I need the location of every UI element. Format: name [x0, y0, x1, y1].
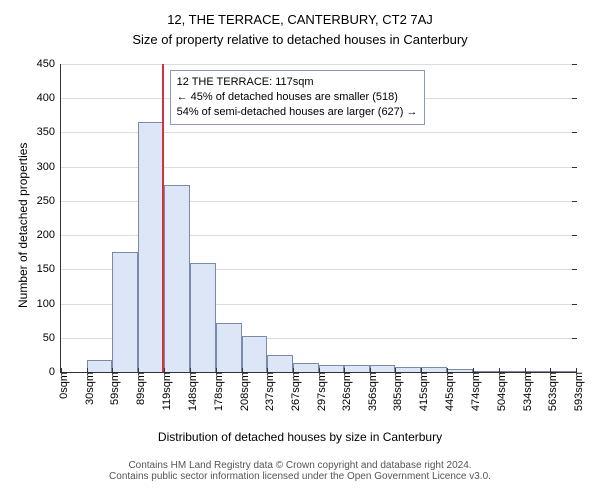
histogram-bar [344, 365, 370, 372]
chart-title-line1: 12, THE TERRACE, CANTERBURY, CT2 7AJ [0, 12, 600, 27]
histogram-bar [190, 263, 216, 373]
y-tick-label: 250 [37, 195, 61, 207]
y-tick-label: 450 [37, 58, 61, 70]
y-tick-label: 50 [43, 332, 61, 344]
x-tick-label: 563sqm [541, 372, 559, 411]
x-tick-label: 89sqm [129, 372, 147, 405]
y-tick-label: 150 [37, 263, 61, 275]
x-tick-label: 178sqm [207, 372, 225, 411]
x-tick-label: 385sqm [386, 372, 404, 411]
histogram-bar [216, 323, 242, 372]
x-tick-label: 474sqm [464, 372, 482, 411]
histogram-bar [138, 122, 164, 372]
y-tick-mark [572, 98, 577, 99]
x-tick-label: 356sqm [361, 372, 379, 411]
y-tick-mark [572, 269, 577, 270]
histogram-bar [370, 365, 395, 372]
y-tick-label: 350 [37, 126, 61, 138]
annotation-line: 12 THE TERRACE: 117sqm [177, 75, 418, 90]
annotation-box: 12 THE TERRACE: 117sqm← 45% of detached … [170, 70, 425, 125]
histogram-bar [242, 336, 267, 372]
y-tick-mark [572, 132, 577, 133]
histogram-bar [112, 252, 138, 372]
histogram-bar [293, 363, 319, 372]
footer-line1: Contains HM Land Registry data © Crown c… [0, 460, 600, 471]
x-tick-label: 445sqm [438, 372, 456, 411]
y-tick-label: 300 [37, 161, 61, 173]
x-tick-label: 297sqm [310, 372, 328, 411]
annotation-line: 54% of semi-detached houses are larger (… [177, 105, 418, 120]
x-tick-label: 593sqm [567, 372, 585, 411]
y-tick-mark [572, 167, 577, 168]
x-tick-label: 534sqm [516, 372, 534, 411]
property-marker-line [162, 64, 164, 372]
x-tick-label: 326sqm [335, 372, 353, 411]
x-tick-label: 148sqm [181, 372, 199, 411]
x-tick-label: 237sqm [258, 372, 276, 411]
x-tick-label: 415sqm [412, 372, 430, 411]
histogram-bar [164, 185, 189, 372]
y-tick-label: 100 [37, 298, 61, 310]
x-tick-label: 30sqm [78, 372, 96, 405]
y-tick-mark [572, 304, 577, 305]
histogram-bar [319, 365, 344, 372]
histogram-bar [87, 360, 112, 372]
annotation-line: ← 45% of detached houses are smaller (51… [177, 90, 418, 105]
y-tick-mark [572, 338, 577, 339]
x-tick-label: 0sqm [52, 372, 70, 399]
y-tick-mark [572, 201, 577, 202]
y-axis-label: Number of detached properties [16, 143, 30, 308]
y-tick-mark [572, 64, 577, 65]
x-tick-label: 208sqm [233, 372, 251, 411]
x-axis-label: Distribution of detached houses by size … [0, 430, 600, 444]
x-tick-label: 504sqm [490, 372, 508, 411]
footer-line2: Contains public sector information licen… [0, 471, 600, 482]
y-tick-label: 400 [37, 92, 61, 104]
grid-line [61, 64, 576, 65]
x-tick-label: 119sqm [155, 372, 173, 410]
y-tick-mark [572, 235, 577, 236]
chart-container: { "title_line1": "12, THE TERRACE, CANTE… [0, 0, 600, 500]
chart-title-line2: Size of property relative to detached ho… [0, 32, 600, 47]
x-tick-label: 59sqm [103, 372, 121, 405]
histogram-bar [267, 355, 293, 372]
y-tick-label: 200 [37, 229, 61, 241]
x-tick-label: 267sqm [284, 372, 302, 411]
footer-attribution: Contains HM Land Registry data © Crown c… [0, 460, 600, 482]
